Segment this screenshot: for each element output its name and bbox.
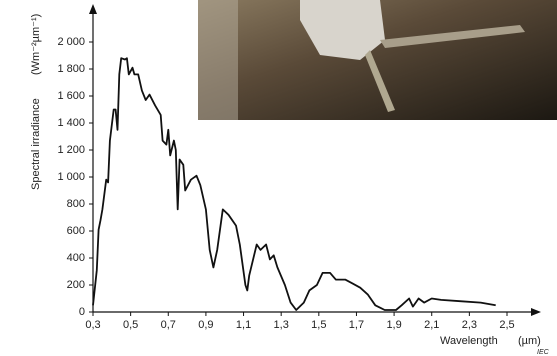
line-series (92, 57, 496, 311)
x-tick-label: 0,7 (161, 319, 176, 331)
footnote: IEC (537, 349, 550, 356)
y-axis-unit: (Wm⁻²µm⁻¹) (30, 14, 42, 75)
x-tick-label: 0,5 (123, 319, 138, 331)
y-tick-label: 1 800 (57, 63, 85, 75)
x-arrow (531, 308, 541, 316)
x-tick-label: 1,1 (236, 319, 251, 331)
y-tick-label: 600 (67, 225, 85, 237)
y-tick-label: 1 000 (57, 171, 85, 183)
y-axis-label: Spectral irradiance (30, 98, 42, 190)
x-tick-label: 1,3 (274, 319, 289, 331)
y-tick-label: 1 400 (57, 117, 85, 129)
y-tick-label: 200 (67, 279, 85, 291)
x-tick-label: 0,3 (85, 319, 100, 331)
x-tick-label: 0,9 (198, 319, 213, 331)
x-axis-label: Wavelength (440, 335, 498, 347)
y-tick-label: 1 200 (57, 144, 85, 156)
x-tick-label: 2,1 (424, 319, 439, 331)
y-tick-label: 800 (67, 198, 85, 210)
x-tick-label: 2,5 (499, 319, 514, 331)
y-arrow (89, 4, 97, 14)
y-tick-label: 2 000 (57, 36, 85, 48)
y-tick-label: 0 (79, 306, 85, 318)
y-tick-label: 1 600 (57, 90, 85, 102)
x-tick-label: 1,9 (386, 319, 401, 331)
x-tick-label: 2,3 (462, 319, 477, 331)
x-tick-label: 1,5 (311, 319, 326, 331)
y-tick-label: 400 (67, 252, 85, 264)
photo (198, 0, 557, 120)
x-tick-label: 1,7 (349, 319, 364, 331)
x-axis-unit: (µm) (518, 335, 541, 347)
